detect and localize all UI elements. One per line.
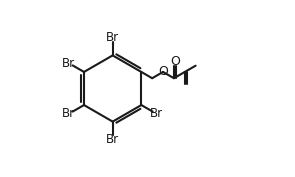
Text: Br: Br (62, 57, 76, 70)
Text: Br: Br (106, 32, 119, 44)
Text: O: O (158, 65, 168, 78)
Text: O: O (170, 55, 180, 68)
Text: Br: Br (106, 133, 119, 145)
Text: Br: Br (150, 107, 163, 120)
Text: Br: Br (62, 107, 76, 120)
